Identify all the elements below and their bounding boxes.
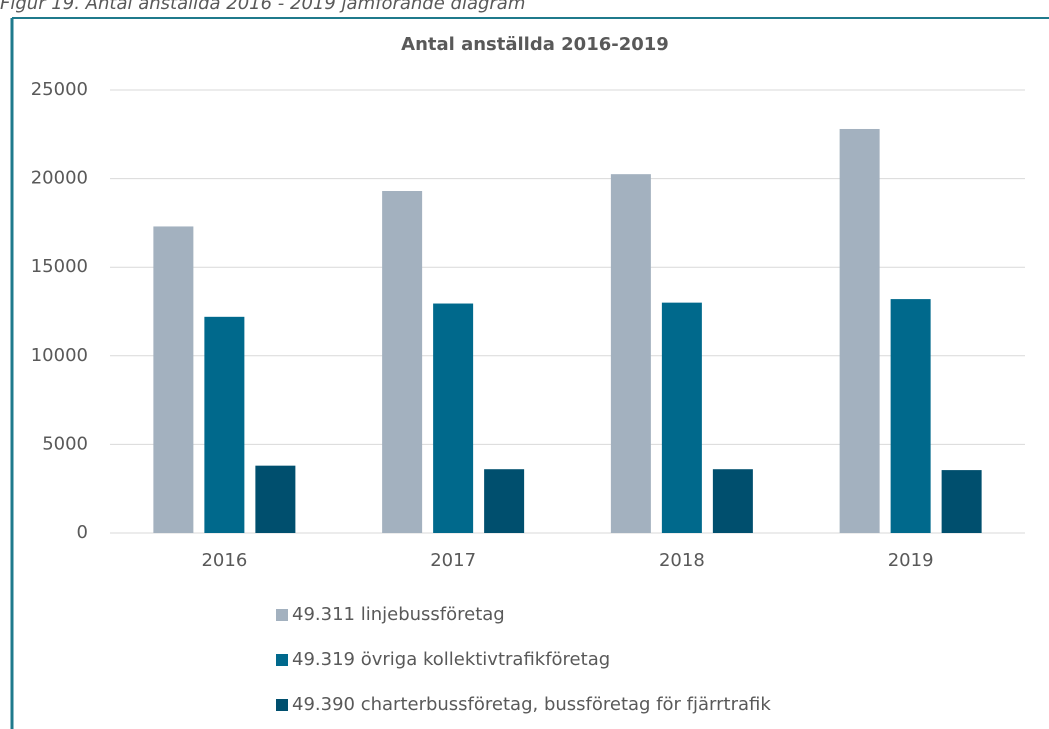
bar (661, 302, 702, 533)
y-tick-label: 10000 (31, 345, 88, 366)
bar (712, 469, 753, 533)
y-tick-label: 0 (77, 522, 88, 543)
bar (941, 470, 982, 533)
bar (382, 191, 423, 533)
bar (610, 174, 651, 534)
bar (255, 465, 296, 533)
legend-swatch (276, 654, 288, 666)
legend-label: 49.390 charterbussföretag, bussföretag f… (292, 694, 771, 715)
x-tick-label: 2019 (888, 550, 934, 571)
legend-swatch (276, 609, 288, 621)
bar (153, 226, 194, 533)
x-tick-label: 2016 (201, 550, 247, 571)
legend-swatch (276, 699, 288, 711)
y-tick-label: 25000 (31, 79, 88, 100)
y-tick-label: 15000 (31, 256, 88, 277)
bar (839, 128, 880, 533)
bar (890, 299, 931, 533)
x-tick-label: 2017 (430, 550, 476, 571)
chart-title: Antal anställda 2016-2019 (401, 34, 669, 55)
x-tick-label: 2018 (659, 550, 705, 571)
bar (433, 303, 474, 533)
legend-label: 49.311 linjebussföretag (292, 604, 505, 625)
caption: Figur 19. Antal anställda 2016 - 2019 jä… (0, 0, 525, 14)
y-tick-label: 20000 (31, 168, 88, 189)
y-tick-label: 5000 (42, 433, 88, 454)
bar (204, 316, 245, 533)
legend-label: 49.319 övriga kollektivtrafikföretag (292, 649, 610, 670)
bar (484, 469, 525, 533)
